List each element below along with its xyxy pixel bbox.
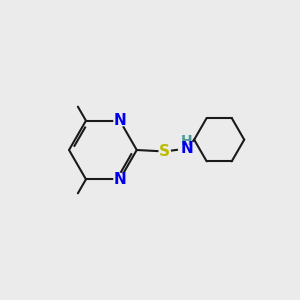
Circle shape — [159, 146, 170, 157]
Text: S: S — [159, 144, 170, 159]
Text: N: N — [180, 141, 193, 156]
Circle shape — [114, 115, 126, 127]
Circle shape — [114, 173, 126, 185]
Text: N: N — [113, 113, 126, 128]
Text: H: H — [181, 134, 193, 148]
Circle shape — [178, 140, 195, 157]
Text: N: N — [113, 172, 126, 187]
